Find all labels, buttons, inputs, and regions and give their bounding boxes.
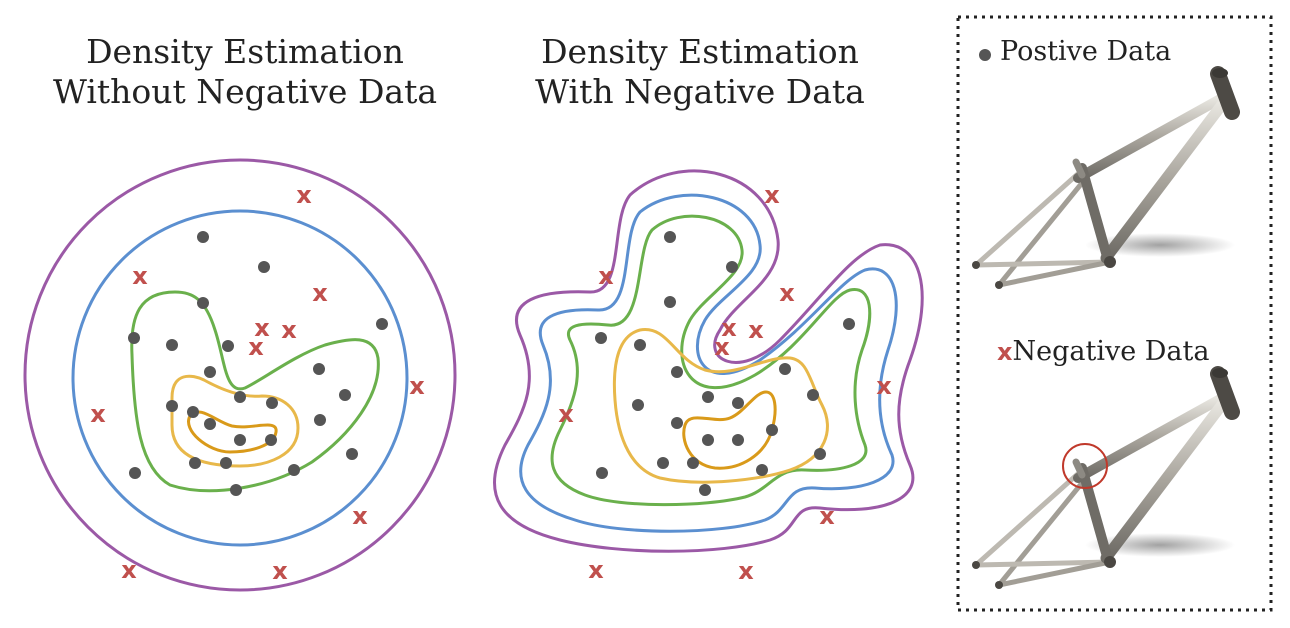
negative-point-x-icon: x xyxy=(272,557,288,585)
positive-point xyxy=(166,400,178,412)
bike-frame-icon xyxy=(972,68,1235,289)
legend-negative-label: xNegative Data xyxy=(997,336,1209,367)
negative-point-x-icon: x xyxy=(819,502,835,530)
negative-point-x-icon: x xyxy=(409,372,425,400)
legend-positive-label: Postive Data xyxy=(1000,36,1172,67)
positive-point xyxy=(288,464,300,476)
right-title-line2: With Negative Data xyxy=(535,72,865,111)
negative-point-x-icon: x xyxy=(876,372,892,400)
positive-point xyxy=(204,418,216,430)
negative-point-x-icon: x xyxy=(121,556,137,584)
positive-point xyxy=(766,424,778,436)
negative-point-x-icon: x xyxy=(714,333,730,361)
positive-point xyxy=(732,397,744,409)
left-contour-third xyxy=(130,290,380,493)
positive-point xyxy=(732,434,744,446)
negative-point-x-icon: x xyxy=(254,314,270,342)
left-panel-title: Density Estimation Without Negative Data xyxy=(20,32,470,112)
right-contour-third xyxy=(550,214,872,507)
negative-point-x-icon: x xyxy=(352,502,368,530)
right-positive-points xyxy=(595,231,855,496)
left-positive-points xyxy=(128,231,388,496)
positive-point xyxy=(197,297,209,309)
positive-point xyxy=(187,406,199,418)
negative-point-x-icon: x xyxy=(132,262,148,290)
negative-point-x-icon: x xyxy=(598,262,614,290)
legend-panel xyxy=(956,15,1273,612)
positive-point xyxy=(128,332,140,344)
positive-point xyxy=(671,417,683,429)
negative-point-x-icon: x xyxy=(558,400,574,428)
positive-point xyxy=(807,389,819,401)
positive-point xyxy=(230,484,242,496)
positive-point xyxy=(129,467,141,479)
positive-point xyxy=(814,448,826,460)
negative-point-x-icon: x xyxy=(312,279,328,307)
legend-border xyxy=(956,15,1273,612)
positive-point xyxy=(234,391,246,403)
positive-point xyxy=(664,296,676,308)
positive-point xyxy=(189,457,201,469)
positive-point xyxy=(222,340,234,352)
positive-point xyxy=(702,434,714,446)
positive-point xyxy=(313,363,325,375)
negative-point-x-icon: x xyxy=(721,314,737,342)
defect-circle-icon xyxy=(1062,443,1108,489)
negative-point-x-icon: x xyxy=(281,316,297,344)
negative-point-x-icon: x xyxy=(738,557,754,585)
positive-point xyxy=(339,389,351,401)
positive-point xyxy=(197,231,209,243)
left-contour-fourth xyxy=(170,374,300,468)
left-title-line2: Without Negative Data xyxy=(52,72,438,111)
positive-point xyxy=(756,464,768,476)
right-contour-second xyxy=(519,193,898,533)
negative-point-x-icon: x xyxy=(779,279,795,307)
right-contour-inner xyxy=(682,390,777,470)
negative-point-x-icon: x xyxy=(748,316,764,344)
positive-point xyxy=(687,457,699,469)
positive-point xyxy=(376,318,388,330)
positive-point xyxy=(632,399,644,411)
positive-point xyxy=(702,391,714,403)
left-contour-inner xyxy=(187,410,278,454)
left-contour-outer xyxy=(23,158,457,592)
right-panel-title: Density Estimation With Negative Data xyxy=(490,32,910,112)
legend-positive-marker xyxy=(979,49,991,61)
positive-point xyxy=(726,261,738,273)
positive-point xyxy=(634,339,646,351)
positive-point xyxy=(595,332,607,344)
positive-point xyxy=(843,318,855,330)
negative-point-x-icon: x xyxy=(588,556,604,584)
positive-point xyxy=(266,397,278,409)
negative-point-x-icon: x xyxy=(296,181,312,209)
positive-point xyxy=(779,363,791,375)
positive-point xyxy=(220,457,232,469)
positive-point xyxy=(671,366,683,378)
positive-point xyxy=(258,261,270,273)
positive-point xyxy=(234,434,246,446)
right-contour-outer xyxy=(493,169,924,553)
positive-point xyxy=(265,434,277,446)
right-title-line1: Density Estimation xyxy=(541,32,859,71)
positive-point xyxy=(166,339,178,351)
positive-point xyxy=(204,366,216,378)
negative-point-x-icon: x xyxy=(90,400,106,428)
left-contour-second xyxy=(71,209,409,547)
positive-point xyxy=(699,484,711,496)
positive-point xyxy=(657,457,669,469)
positive-point xyxy=(664,231,676,243)
negative-point-x-icon: x xyxy=(764,181,780,209)
legend-negative-text: Negative Data xyxy=(1012,336,1210,367)
negative-point-x-icon: x xyxy=(248,333,264,361)
left-title-line1: Density Estimation xyxy=(86,32,404,71)
positive-point xyxy=(596,467,608,479)
legend-negative-marker: x xyxy=(997,338,1013,366)
positive-point xyxy=(346,448,358,460)
positive-point xyxy=(314,414,326,426)
